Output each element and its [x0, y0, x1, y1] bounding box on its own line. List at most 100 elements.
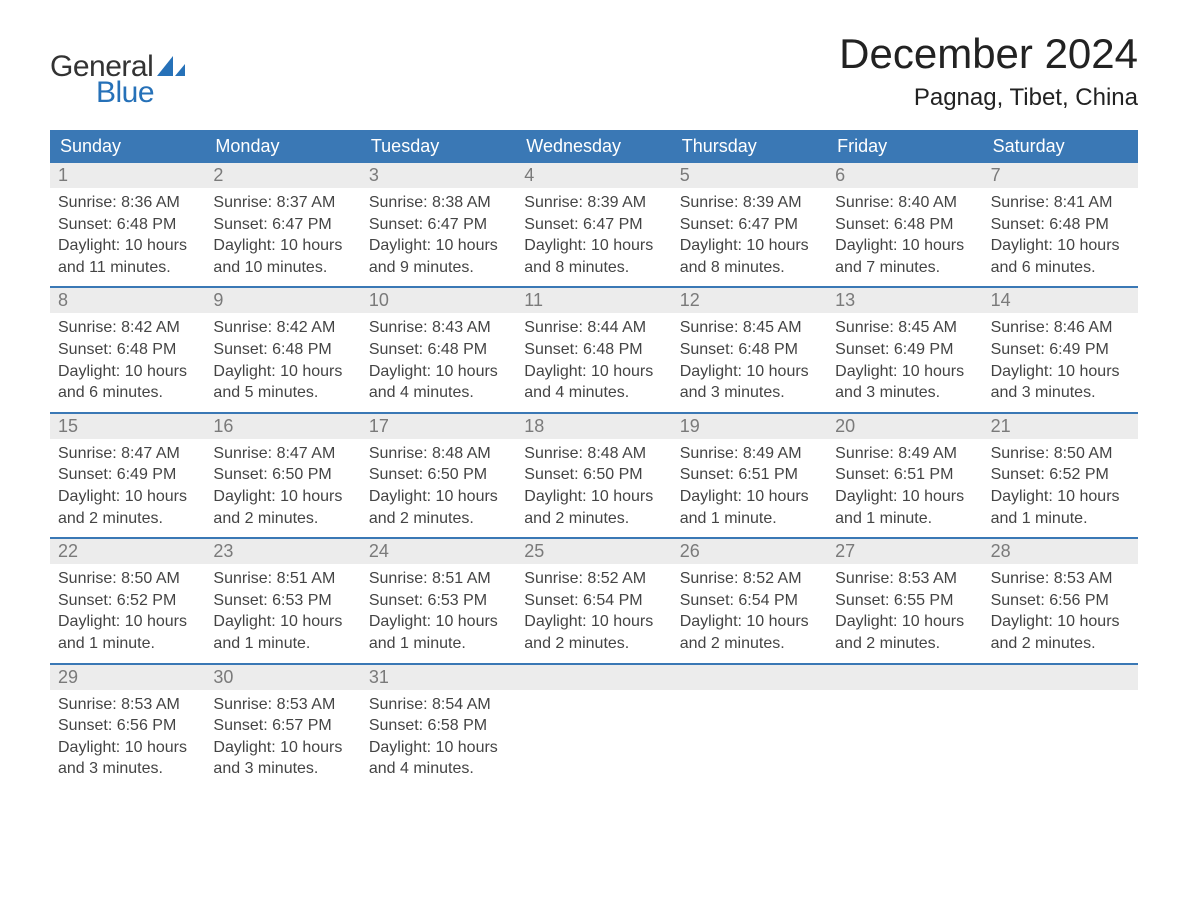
day-cell: Sunrise: 8:45 AMSunset: 6:48 PMDaylight:… — [672, 313, 827, 411]
daylight-line1: Daylight: 10 hours — [213, 235, 352, 257]
daylight-line2: and 1 minute. — [213, 633, 352, 655]
dow-wednesday: Wednesday — [516, 130, 671, 163]
daylight-line2: and 2 minutes. — [213, 508, 352, 530]
day-number: 23 — [205, 539, 360, 564]
daylight-line1: Daylight: 10 hours — [680, 486, 819, 508]
daylight-line1: Daylight: 10 hours — [835, 361, 974, 383]
day-number: 22 — [50, 539, 205, 564]
day-cell: Sunrise: 8:53 AMSunset: 6:57 PMDaylight:… — [205, 690, 360, 788]
day-cell: Sunrise: 8:42 AMSunset: 6:48 PMDaylight:… — [50, 313, 205, 411]
daylight-line2: and 3 minutes. — [991, 382, 1130, 404]
daylight-line2: and 8 minutes. — [524, 257, 663, 279]
daylight-line1: Daylight: 10 hours — [680, 235, 819, 257]
day-number — [983, 665, 1138, 690]
daylight-line1: Daylight: 10 hours — [991, 611, 1130, 633]
day-number: 9 — [205, 288, 360, 313]
daylight-line1: Daylight: 10 hours — [369, 486, 508, 508]
sunrise-text: Sunrise: 8:50 AM — [58, 568, 197, 590]
daylight-line2: and 1 minute. — [991, 508, 1130, 530]
sunrise-text: Sunrise: 8:43 AM — [369, 317, 508, 339]
daylight-line1: Daylight: 10 hours — [680, 611, 819, 633]
day-number: 28 — [983, 539, 1138, 564]
sunset-text: Sunset: 6:47 PM — [213, 214, 352, 236]
day-number: 18 — [516, 414, 671, 439]
daynum-row: 1234567 — [50, 163, 1138, 188]
daylight-line2: and 3 minutes. — [680, 382, 819, 404]
day-cell: Sunrise: 8:38 AMSunset: 6:47 PMDaylight:… — [361, 188, 516, 286]
sunset-text: Sunset: 6:54 PM — [524, 590, 663, 612]
sunset-text: Sunset: 6:48 PM — [369, 339, 508, 361]
daylight-line1: Daylight: 10 hours — [213, 737, 352, 759]
daylight-line2: and 3 minutes. — [213, 758, 352, 780]
header: General Blue December 2024 Pagnag, Tibet… — [50, 30, 1138, 112]
day-cell: Sunrise: 8:39 AMSunset: 6:47 PMDaylight:… — [516, 188, 671, 286]
daylight-line2: and 11 minutes. — [58, 257, 197, 279]
day-cell: Sunrise: 8:50 AMSunset: 6:52 PMDaylight:… — [50, 564, 205, 662]
day-cell: Sunrise: 8:50 AMSunset: 6:52 PMDaylight:… — [983, 439, 1138, 537]
daylight-line1: Daylight: 10 hours — [369, 361, 508, 383]
day-cell: Sunrise: 8:45 AMSunset: 6:49 PMDaylight:… — [827, 313, 982, 411]
sunset-text: Sunset: 6:47 PM — [524, 214, 663, 236]
daylight-line1: Daylight: 10 hours — [835, 235, 974, 257]
dow-saturday: Saturday — [983, 130, 1138, 163]
day-number: 17 — [361, 414, 516, 439]
daylight-line1: Daylight: 10 hours — [58, 611, 197, 633]
daylight-line2: and 1 minute. — [680, 508, 819, 530]
day-number: 19 — [672, 414, 827, 439]
day-cell — [983, 690, 1138, 788]
day-cell: Sunrise: 8:52 AMSunset: 6:54 PMDaylight:… — [516, 564, 671, 662]
day-number — [672, 665, 827, 690]
day-number: 1 — [50, 163, 205, 188]
daynum-row: 891011121314 — [50, 288, 1138, 313]
daylight-line2: and 6 minutes. — [991, 257, 1130, 279]
daylight-line1: Daylight: 10 hours — [369, 235, 508, 257]
day-cell — [516, 690, 671, 788]
sunrise-text: Sunrise: 8:49 AM — [835, 443, 974, 465]
day-number: 30 — [205, 665, 360, 690]
sunset-text: Sunset: 6:50 PM — [213, 464, 352, 486]
daylight-line1: Daylight: 10 hours — [835, 486, 974, 508]
daylight-line1: Daylight: 10 hours — [524, 361, 663, 383]
sunset-text: Sunset: 6:53 PM — [369, 590, 508, 612]
day-cell: Sunrise: 8:48 AMSunset: 6:50 PMDaylight:… — [516, 439, 671, 537]
daylight-line2: and 7 minutes. — [835, 257, 974, 279]
sunset-text: Sunset: 6:48 PM — [835, 214, 974, 236]
daylight-line1: Daylight: 10 hours — [58, 361, 197, 383]
daylight-line1: Daylight: 10 hours — [991, 361, 1130, 383]
daylight-line1: Daylight: 10 hours — [991, 486, 1130, 508]
week-4: 22232425262728Sunrise: 8:50 AMSunset: 6:… — [50, 537, 1138, 662]
sunrise-text: Sunrise: 8:47 AM — [58, 443, 197, 465]
sunrise-text: Sunrise: 8:53 AM — [835, 568, 974, 590]
day-number: 2 — [205, 163, 360, 188]
sunset-text: Sunset: 6:58 PM — [369, 715, 508, 737]
day-of-week-header: SundayMondayTuesdayWednesdayThursdayFrid… — [50, 130, 1138, 163]
sunset-text: Sunset: 6:49 PM — [991, 339, 1130, 361]
sunrise-text: Sunrise: 8:47 AM — [213, 443, 352, 465]
sunrise-text: Sunrise: 8:41 AM — [991, 192, 1130, 214]
sunrise-text: Sunrise: 8:53 AM — [58, 694, 197, 716]
day-cell: Sunrise: 8:41 AMSunset: 6:48 PMDaylight:… — [983, 188, 1138, 286]
day-cell — [672, 690, 827, 788]
day-cell — [827, 690, 982, 788]
daylight-line2: and 2 minutes. — [58, 508, 197, 530]
dow-tuesday: Tuesday — [361, 130, 516, 163]
sunrise-text: Sunrise: 8:37 AM — [213, 192, 352, 214]
calendar: SundayMondayTuesdayWednesdayThursdayFrid… — [50, 130, 1138, 788]
sunrise-text: Sunrise: 8:51 AM — [213, 568, 352, 590]
sunrise-text: Sunrise: 8:39 AM — [524, 192, 663, 214]
day-cell: Sunrise: 8:51 AMSunset: 6:53 PMDaylight:… — [361, 564, 516, 662]
daylight-line1: Daylight: 10 hours — [524, 611, 663, 633]
daylight-line2: and 2 minutes. — [835, 633, 974, 655]
sunset-text: Sunset: 6:57 PM — [213, 715, 352, 737]
sunrise-text: Sunrise: 8:42 AM — [213, 317, 352, 339]
sunrise-text: Sunrise: 8:45 AM — [680, 317, 819, 339]
sunrise-text: Sunrise: 8:49 AM — [680, 443, 819, 465]
daylight-line1: Daylight: 10 hours — [369, 611, 508, 633]
day-number: 16 — [205, 414, 360, 439]
day-number: 14 — [983, 288, 1138, 313]
day-number: 13 — [827, 288, 982, 313]
daylight-line1: Daylight: 10 hours — [213, 486, 352, 508]
day-number: 31 — [361, 665, 516, 690]
daylight-line1: Daylight: 10 hours — [58, 486, 197, 508]
daylight-line2: and 3 minutes. — [835, 382, 974, 404]
